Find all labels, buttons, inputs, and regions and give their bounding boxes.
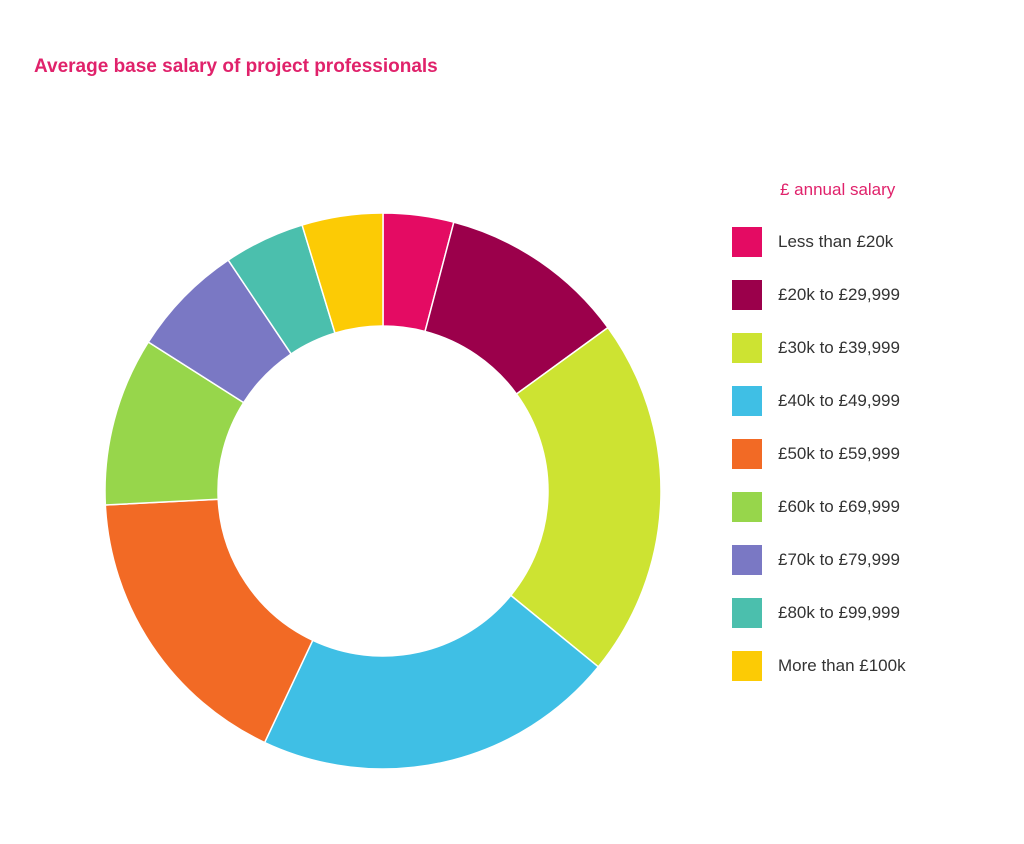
chart-title: Average base salary of project professio… (34, 56, 438, 77)
legend-swatch (732, 598, 762, 628)
legend-label: £20k to £29,999 (778, 285, 900, 304)
legend-item: Less than £20k (732, 211, 906, 273)
donut-chart (104, 212, 662, 770)
legend: £ annual salary Less than £20k £20k to £2… (732, 180, 906, 697)
legend-item: £20k to £29,999 (732, 264, 906, 326)
donut-slice-9 (301, 212, 384, 335)
donut-slice-5 (104, 498, 314, 744)
donut-slice-4 (263, 594, 600, 770)
legend-item: £80k to £99,999 (732, 582, 906, 644)
legend-swatch (732, 651, 762, 681)
legend-label: £70k to £79,999 (778, 550, 900, 569)
legend-label: £80k to £99,999 (778, 603, 900, 622)
legend-label: £30k to £39,999 (778, 338, 900, 357)
legend-item: £50k to £59,999 (732, 423, 906, 485)
legend-swatch (732, 227, 762, 257)
legend-label: £60k to £69,999 (778, 497, 900, 516)
legend-item: More than £100k (732, 635, 906, 697)
legend-item: £40k to £49,999 (732, 370, 906, 432)
legend-swatch (732, 439, 762, 469)
legend-item: £30k to £39,999 (732, 317, 906, 379)
legend-swatch (732, 492, 762, 522)
legend-label: Less than £20k (778, 232, 894, 251)
legend-item: £60k to £69,999 (732, 476, 906, 538)
donut-slice-3 (509, 326, 662, 668)
legend-label: More than £100k (778, 656, 906, 675)
legend-title: £ annual salary (780, 180, 896, 199)
legend-item: £70k to £79,999 (732, 529, 906, 591)
legend-swatch (732, 386, 762, 416)
legend-label: £40k to £49,999 (778, 391, 900, 410)
legend-swatch (732, 280, 762, 310)
legend-swatch (732, 545, 762, 575)
legend-swatch (732, 333, 762, 363)
legend-label: £50k to £59,999 (778, 444, 900, 463)
